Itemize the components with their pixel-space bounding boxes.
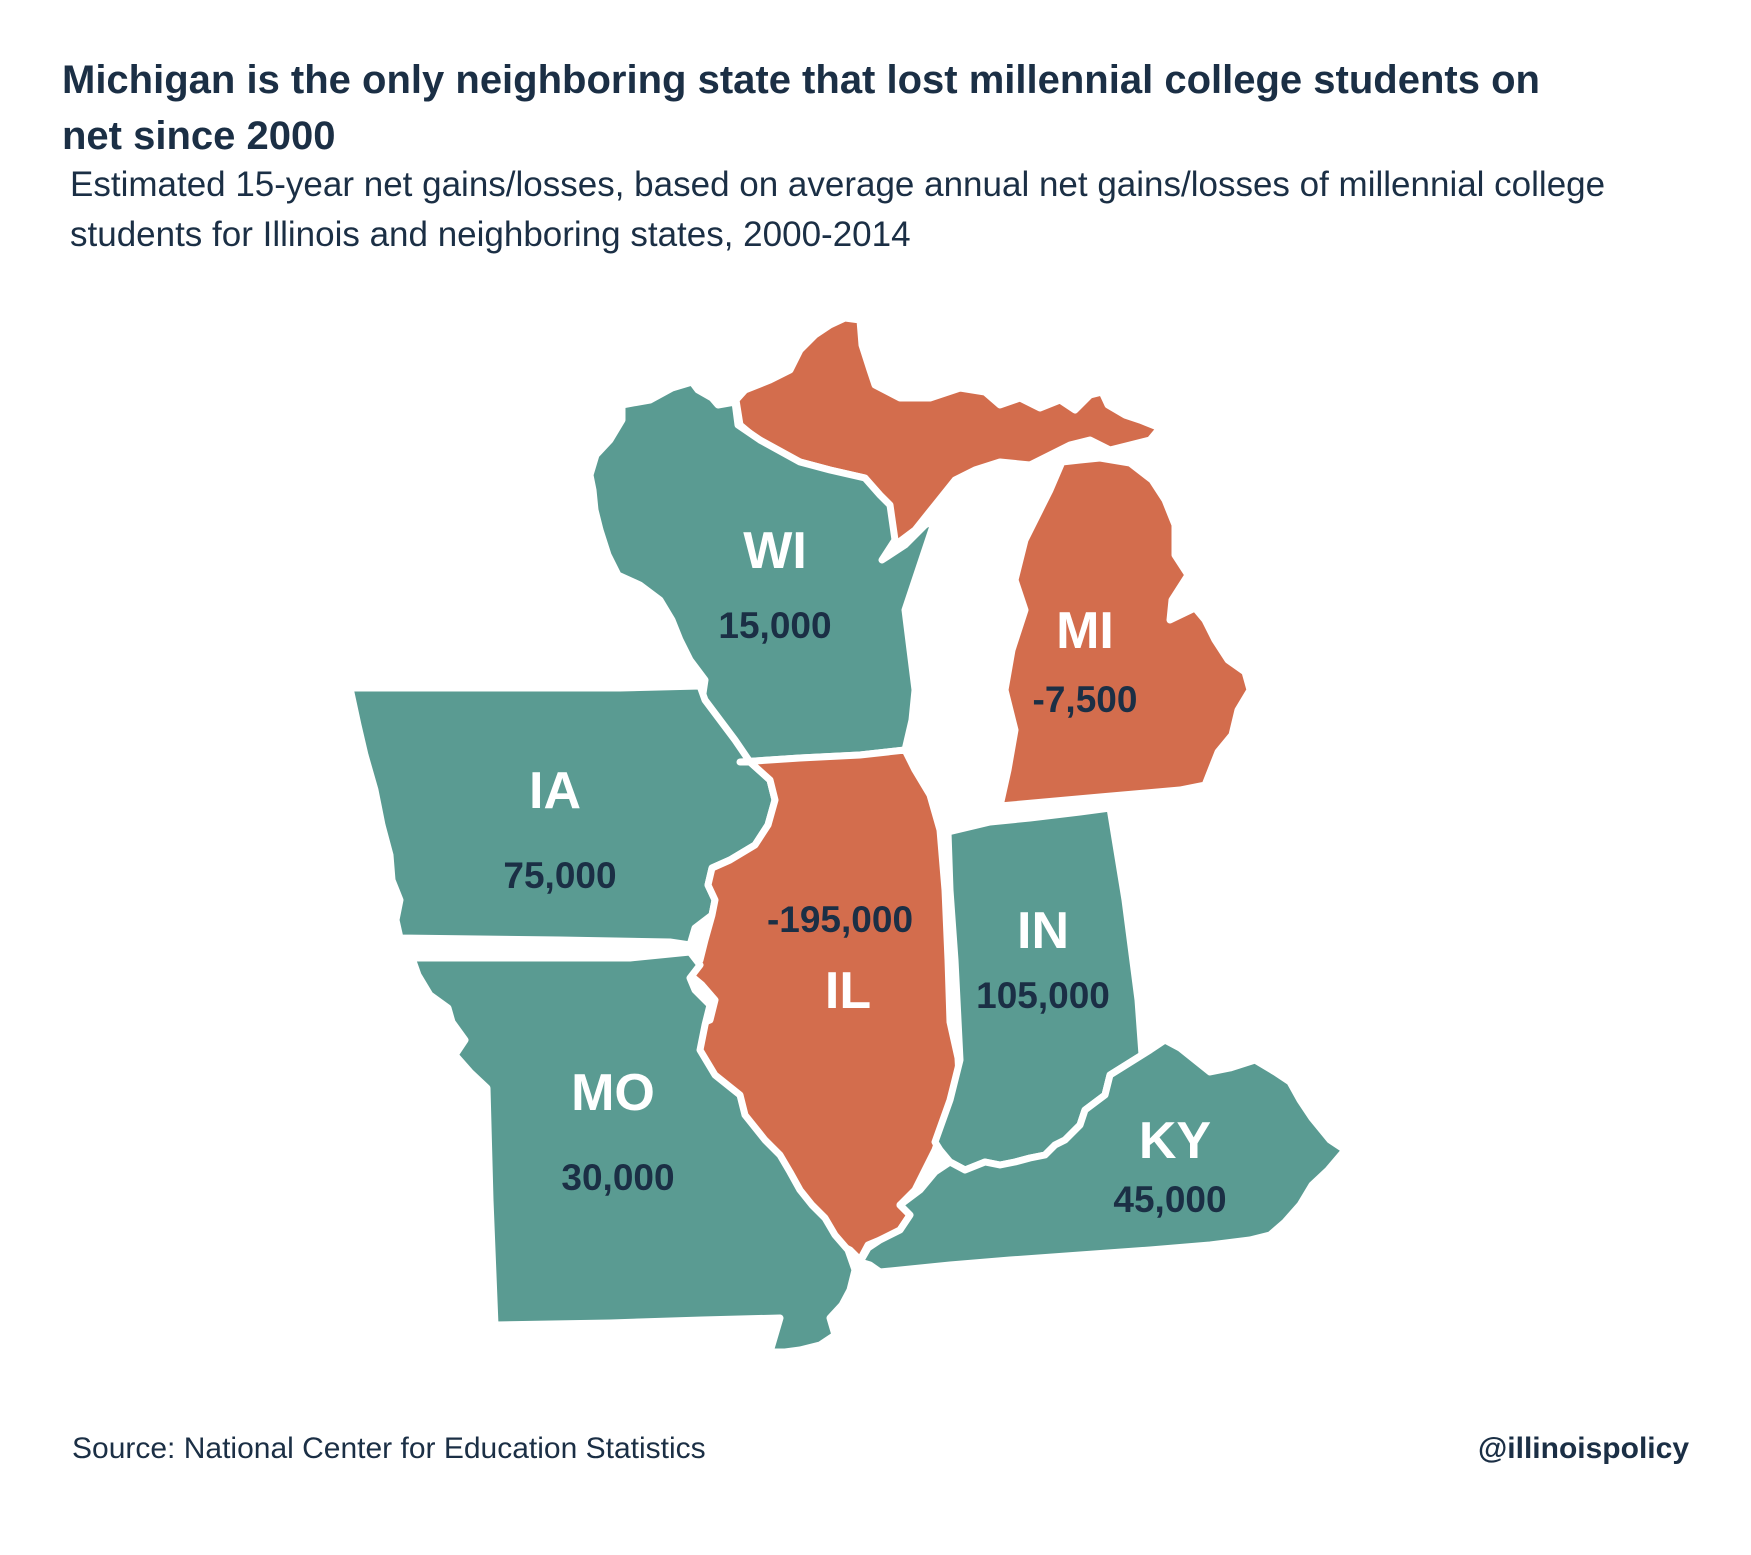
label-mo-abbr: MO <box>571 1064 655 1122</box>
state-mi-lower <box>996 454 1254 810</box>
label-ia-abbr: IA <box>529 762 581 820</box>
chart-title: Michigan is the only neighboring state t… <box>62 58 1540 158</box>
state-mo <box>408 948 859 1356</box>
source-note: Source: National Center for Education St… <box>72 1432 706 1465</box>
label-in-abbr: IN <box>1017 902 1069 960</box>
label-ky-value: 45,000 <box>1113 1179 1226 1220</box>
label-wi-value: 15,000 <box>718 605 831 646</box>
label-il-value: -195,000 <box>767 899 913 940</box>
social-handle: @illinoispolicy <box>1478 1432 1689 1465</box>
state-wi <box>586 378 939 766</box>
chart-subtitle: Estimated 15-year net gains/losses, base… <box>70 165 1606 254</box>
label-wi-abbr: WI <box>743 522 807 580</box>
label-ky-abbr: KY <box>1139 1112 1211 1170</box>
label-in-value: 105,000 <box>976 975 1110 1016</box>
label-mi-value: -7,500 <box>1033 679 1138 720</box>
label-il-abbr: IL <box>825 962 871 1020</box>
state-labels: WI 15,000 MI -7,500 IA 75,000 -195,000 I… <box>503 522 1226 1220</box>
label-ia-value: 75,000 <box>503 855 616 896</box>
state-ky <box>856 1036 1349 1276</box>
label-mi-abbr: MI <box>1056 602 1114 660</box>
label-mo-value: 30,000 <box>561 1157 674 1198</box>
